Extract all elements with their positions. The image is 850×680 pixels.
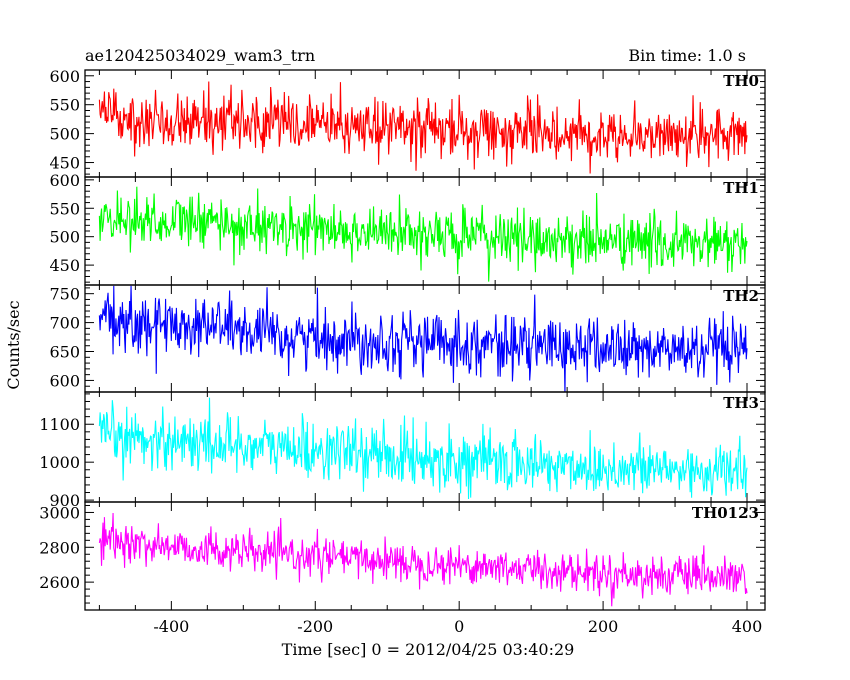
panel-th3: 900 1000 1100 TH3	[39, 391, 766, 510]
panel-label-th1: TH1	[723, 179, 759, 197]
panel-th2: 600 650 700 750 TH2	[49, 284, 766, 393]
file-label: ae120425034029_wam3_trn	[85, 46, 315, 65]
panel-frame	[84, 391, 766, 503]
y-tick-label: 2800	[39, 538, 80, 557]
panel-label-th2: TH2	[723, 287, 759, 305]
y-tick-label: 600	[49, 371, 80, 390]
panel-label-th0: TH0	[723, 72, 759, 90]
y-tick-label: 600	[49, 67, 80, 86]
y-tick-label: 1100	[39, 415, 80, 434]
y-tick-label: 450	[49, 154, 80, 173]
series-line-th0	[98, 81, 748, 174]
panel-th0123: 2600 2800 3000 TH0123	[39, 501, 766, 611]
series-line-th0123	[98, 512, 748, 607]
bin-time-label: Bin time: 1.0 s	[628, 46, 746, 65]
y-tick-label: 750	[49, 285, 80, 304]
x-tick-label: 0	[454, 617, 464, 636]
y-tick-label: 550	[49, 199, 80, 218]
y-tick-label: 500	[49, 125, 80, 144]
y-tick-label: 3000	[39, 503, 80, 522]
panel-label-th3: TH3	[723, 394, 759, 412]
series-line-th3	[98, 397, 748, 499]
panel-label-th0123: TH0123	[692, 504, 759, 522]
series-line-th1	[98, 186, 748, 282]
x-tick-label: -200	[297, 617, 333, 636]
x-axis-label: Time [sec] 0 = 2012/04/25 03:40:29	[282, 640, 575, 659]
x-tick-label: 400	[732, 617, 763, 636]
y-tick-label: 650	[49, 343, 80, 362]
panel-frame	[84, 501, 766, 611]
plot-area: 450 500 550 600 TH0 450 500 550 600 TH1 600 650 700 7…	[39, 67, 766, 636]
y-tick-label: 600	[49, 171, 80, 190]
y-tick-label: 700	[49, 314, 80, 333]
x-tick-label: 200	[588, 617, 619, 636]
y-axis-label: Counts/sec	[4, 300, 23, 389]
panel-th0: 450 500 550 600 TH0	[49, 67, 766, 178]
panel-th1: 450 500 550 600 TH1	[49, 171, 766, 286]
x-tick-label: -400	[153, 617, 189, 636]
y-tick-label: 1000	[39, 453, 80, 472]
y-tick-label: 450	[49, 256, 80, 275]
y-tick-label: 2600	[39, 573, 80, 592]
series-line-th2	[98, 285, 748, 392]
y-tick-label: 900	[49, 491, 80, 510]
y-tick-label: 550	[49, 96, 80, 115]
y-tick-label: 500	[49, 228, 80, 247]
